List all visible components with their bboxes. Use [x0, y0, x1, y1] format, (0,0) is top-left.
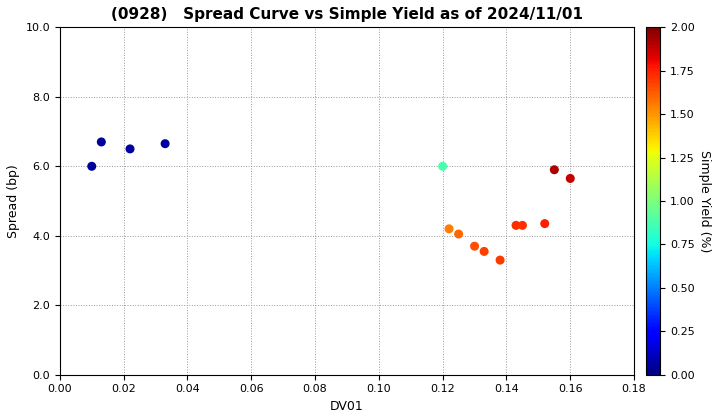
X-axis label: DV01: DV01	[330, 400, 364, 413]
Point	[564, 175, 576, 182]
Point	[539, 220, 551, 227]
Point	[478, 248, 490, 255]
Point	[86, 163, 97, 170]
Point	[159, 140, 171, 147]
Point	[510, 222, 522, 229]
Point	[453, 231, 464, 237]
Point	[444, 226, 455, 232]
Y-axis label: Simple Yield (%): Simple Yield (%)	[698, 150, 711, 252]
Point	[495, 257, 506, 263]
Title: (0928)   Spread Curve vs Simple Yield as of 2024/11/01: (0928) Spread Curve vs Simple Yield as o…	[111, 7, 583, 22]
Point	[125, 146, 136, 152]
Point	[96, 139, 107, 145]
Point	[469, 243, 480, 249]
Point	[517, 222, 528, 229]
Y-axis label: Spread (bp): Spread (bp)	[7, 164, 20, 238]
Point	[549, 166, 560, 173]
Point	[437, 163, 449, 170]
